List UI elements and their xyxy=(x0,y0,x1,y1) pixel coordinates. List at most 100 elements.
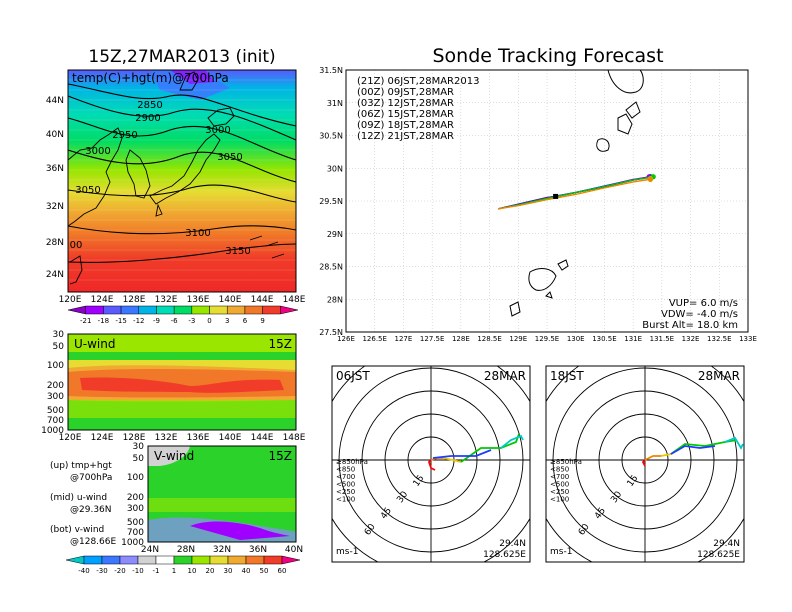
map-lat-label: 28N xyxy=(46,238,64,248)
u-wind-x-label: 148E xyxy=(283,433,306,443)
track-lon-label: 129.5E xyxy=(535,335,559,343)
track-lat-label: 27.5N xyxy=(319,328,343,337)
hodograph-level: <500 xyxy=(550,481,569,489)
legend-note-line2: @700hPa xyxy=(70,473,112,483)
colorbar-label: 9 xyxy=(260,317,264,325)
u-wind-x-label: 136E xyxy=(187,433,210,443)
v-wind-y-label: 700 xyxy=(127,528,144,538)
hodograph-lon: 128.625E xyxy=(483,550,526,560)
u-wind-x-label: 124E xyxy=(91,433,114,443)
coastlines xyxy=(68,71,235,285)
hodograph-level: <500 xyxy=(336,481,355,489)
wind-colorbar-swatch xyxy=(137,555,157,565)
height-contours xyxy=(68,83,296,263)
track-lon-label: 131.5E xyxy=(650,335,674,343)
track-lat-label: 30.5N xyxy=(319,132,343,141)
track-lon-label: 132E xyxy=(682,335,700,343)
map-lon-label: 120E xyxy=(59,295,82,305)
colorbar-swatch xyxy=(280,305,299,315)
map-lon-labels: 120E 124E 128E 132E 136E 140E 144E 148E xyxy=(59,295,306,305)
colorbar-swatch xyxy=(209,305,228,315)
track-lon-label: 129E xyxy=(509,335,527,343)
track-legend-entry: (06Z) 15JST,28MAR xyxy=(357,109,454,120)
track-lat-label: 28.5N xyxy=(319,263,343,272)
map-lat-label: 36N xyxy=(46,164,64,174)
map-lat-label: 40N xyxy=(46,130,64,140)
legend-note-line2: @128.66E xyxy=(70,537,116,547)
hodograph-profile-segment xyxy=(500,434,524,449)
hodograph-profile-segment xyxy=(660,453,672,457)
wind-colorbar-label: 40 xyxy=(242,567,251,575)
track-lon-label: 127E xyxy=(395,335,413,343)
cold-core-inner xyxy=(170,70,215,84)
track-lat-label: 31N xyxy=(327,99,343,108)
wind-colorbar-swatch xyxy=(209,555,229,565)
v-wind-x-label: 28N xyxy=(177,545,195,555)
colorbar-label: -6 xyxy=(171,317,179,325)
track-lon-label: 130.5E xyxy=(592,335,616,343)
wind-colorbar-swatch xyxy=(173,555,193,565)
colorbar-label: -9 xyxy=(153,317,160,325)
wind-colorbar-label: -1 xyxy=(153,567,160,575)
temperature-colorbar: -21 -18 -15 -12 -9 -6 -3 0 3 6 9 xyxy=(67,305,299,325)
map-lon-label: 124E xyxy=(91,295,114,305)
map-lon-label: 128E xyxy=(123,295,146,305)
map-lon-label: 132E xyxy=(155,295,178,305)
track-midpoint-marker xyxy=(553,193,559,199)
track-frame xyxy=(345,69,749,333)
track-coastlines xyxy=(509,70,644,317)
v-wind-y-label: 200 xyxy=(127,493,144,503)
contour-label: 00 xyxy=(70,240,83,251)
track-panel: 31.5N 31N 30.5N 30N 29.5N 29N 28.5N 28N 27.5N 12… xyxy=(319,66,757,343)
wind-colorbar-label: -40 xyxy=(78,567,89,575)
colorbar-swatch xyxy=(103,305,122,315)
contour-label: 3050 xyxy=(217,152,242,163)
u-wind-y-label: 500 xyxy=(47,406,64,416)
temperature-field xyxy=(68,70,296,292)
track-lon-label: 127.5E xyxy=(420,335,444,343)
hodograph-level: <850 xyxy=(550,466,569,474)
v-wind-frame xyxy=(147,445,297,543)
track-line-series-5 xyxy=(498,178,651,210)
hodograph-lon: 128.625E xyxy=(697,550,740,560)
u-wind-surface xyxy=(68,418,296,430)
wind-colorbar-swatch xyxy=(101,555,121,565)
map-lon-label: 136E xyxy=(187,295,210,305)
hodograph-profile-segment xyxy=(724,436,744,450)
colorbar-swatch xyxy=(173,305,193,315)
contour-label: 3000 xyxy=(205,125,230,136)
hodograph-units: ms-1 xyxy=(336,547,358,557)
hodograph-level: <700 xyxy=(550,473,569,481)
legend-note-line1: (up) tmp+hgt xyxy=(50,461,112,471)
track-lon-label: 126E xyxy=(337,335,355,343)
v-wind-grey-area xyxy=(148,446,190,466)
map-lon-label: 144E xyxy=(251,295,274,305)
colorbar-swatch xyxy=(244,305,263,315)
map-lat-label: 32N xyxy=(46,202,64,212)
hodograph-date: 28MAR xyxy=(698,369,740,383)
v-wind-x-label: 24N xyxy=(141,545,159,555)
contour-label: 2850 xyxy=(137,100,162,111)
track-lat-labels: 31.5N 31N 30.5N 30N 29.5N 29N 28.5N 28N 27.5N xyxy=(319,66,343,337)
hodograph-profile-segment xyxy=(442,457,462,463)
colorbar-swatch xyxy=(67,305,86,315)
v-wind-label: V-wind xyxy=(154,449,194,463)
hodograph-profile-segment xyxy=(670,445,716,455)
hodograph-date: 28MAR xyxy=(484,369,526,383)
colorbar-swatch xyxy=(156,305,175,315)
colorbar-swatch xyxy=(85,305,104,315)
u-wind-x-label: 128E xyxy=(123,433,146,443)
contour-label: 3000 xyxy=(85,146,110,157)
track-lon-label: 128E xyxy=(452,335,470,343)
wind-colorbar-swatch xyxy=(281,555,301,565)
v-wind-band xyxy=(148,498,296,512)
wind-colorbar-swatch xyxy=(245,555,265,565)
v-wind-y-label: 1000 xyxy=(121,538,144,548)
u-wind-x-labels: 120E 124E 128E 132E 136E 140E 144E 148E xyxy=(59,433,306,443)
